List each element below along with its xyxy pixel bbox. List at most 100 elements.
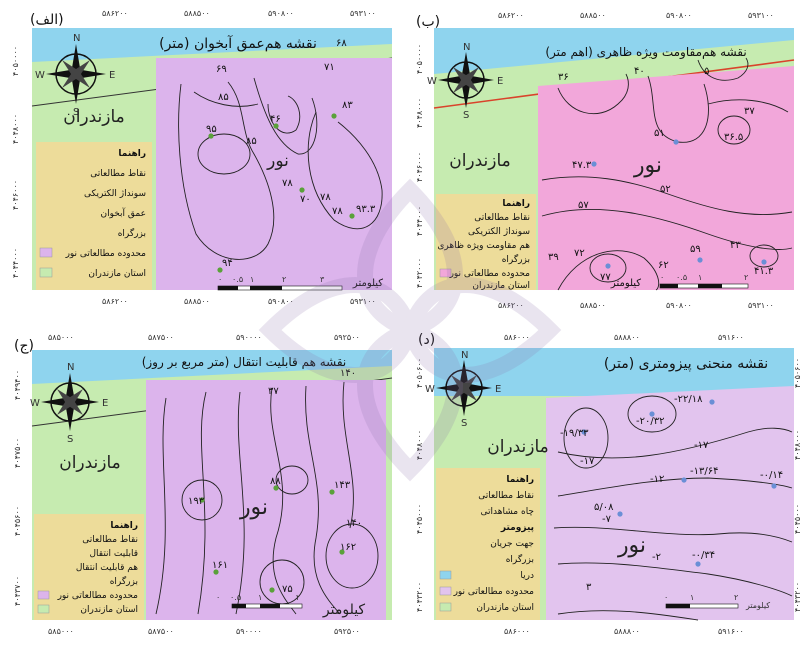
province-label: مازندران	[63, 107, 125, 127]
scale-tick: ۲	[744, 273, 748, 282]
contour-value: ۳۹	[548, 252, 559, 263]
legend-item: استان مازندران	[476, 603, 534, 613]
map-panel-d: N S W E راهنما نقاط مطالعاتی چاه مشاهدات…	[408, 328, 803, 643]
study-area-label: نور	[633, 153, 662, 178]
legend-item: بزرگراه	[110, 575, 138, 587]
coord-tick: ۵۸۶۲۰۰	[498, 11, 524, 20]
svg-text:E: E	[495, 384, 501, 395]
scale-tick: ۰	[216, 593, 220, 602]
coord-tick: ۴۰۵۰۶۰۰	[415, 358, 424, 388]
contour-value: ۱۹۳	[188, 496, 205, 507]
contour-value: ۵۲	[660, 184, 671, 195]
coord-tick: ۴۰۴۳۲۰۰	[415, 582, 424, 612]
scale-bar: ۰ ۰.۵ ۱ ۲ ۳ کیلومتر	[217, 275, 383, 291]
legend-item: جهت جریان	[490, 539, 534, 549]
coord-tick: ۵۸۷۵۰۰	[148, 627, 174, 636]
study-area	[146, 380, 386, 620]
legend-title: راهنما	[506, 475, 534, 485]
svg-text:E: E	[497, 76, 503, 87]
map-title: نقشه هم‌مقاومت ویژه ظاهری (اهم متر)	[545, 45, 746, 60]
sounding-point	[299, 187, 305, 193]
legend-item: نقاط مطالعاتی	[474, 213, 530, 223]
coord-tick: ۵۸۶۲۰۰	[102, 9, 128, 18]
coord-tick: ۴۰۵۰۰۰۰	[11, 46, 20, 76]
contour-value: ۴۶	[270, 114, 281, 125]
legend-box	[34, 514, 144, 620]
province-label: مازندران	[59, 453, 121, 473]
contour-value: ۳۶	[558, 72, 569, 83]
contour-value: -۰/۳۴	[692, 550, 715, 561]
coord-tick: ۴۰۴۸۰۰۰	[11, 114, 20, 144]
sounding-points	[591, 139, 767, 269]
coord-tick: ۴۰۴۸۰۰۰	[415, 430, 424, 460]
svg-text:S: S	[463, 110, 469, 121]
panel-label: (الف)	[30, 12, 64, 28]
transmissivity-points	[199, 485, 345, 593]
coord-tick: ۴۰۴۸۰۰۰	[415, 98, 424, 128]
contour-value: ۸۳	[342, 100, 353, 111]
observation-well	[617, 511, 623, 517]
scale-bar: ۰ ۰.۵ ۱ ۲ کیلومتر	[216, 593, 365, 618]
coord-tick: ۵۸۸۵۰۰	[184, 9, 210, 18]
sounding-point	[331, 113, 337, 119]
contour-value: ۶۲	[658, 260, 669, 271]
svg-text:W: W	[35, 70, 45, 81]
contour-value: ۷۷	[600, 272, 611, 283]
contour-value: -۲۲/۱۸	[674, 394, 703, 405]
study-area	[156, 58, 392, 290]
scale-tick: ۰	[660, 273, 664, 282]
observation-well	[681, 477, 687, 483]
sea-area	[32, 28, 392, 62]
legend-item: پیزومتر	[500, 523, 534, 533]
scale-tick: ۱	[250, 275, 254, 284]
north-arrow-icon: N S W E	[427, 42, 503, 121]
north-arrow-icon: N S W E	[35, 33, 115, 118]
coord-tick: ۵۸۸۵۰۰	[580, 11, 606, 20]
svg-text:E: E	[102, 398, 108, 409]
study-area-label: نور	[239, 495, 268, 520]
study-area-label: نور	[617, 533, 646, 558]
contour-value: ۹۳.۳	[356, 204, 376, 215]
legend-item: عمق آبخوان	[100, 207, 146, 219]
coord-tick: ۴۰۴۲۰۰۰	[415, 258, 424, 288]
panel-label: (ج)	[14, 338, 34, 354]
contour-value: -۱۹/۳۳	[560, 428, 589, 439]
map-title: نقشه هم‌عمق آبخوان (متر)	[159, 35, 317, 52]
coord-tick: ۴۰۴۳۲۰۰	[793, 582, 802, 612]
svg-text:S: S	[461, 418, 467, 429]
contour-value: ۳۶.۵	[724, 132, 743, 143]
sea-area	[434, 348, 794, 396]
legend-item: نقاط مطالعاتی	[478, 491, 534, 501]
scale-tick: ۱	[698, 273, 702, 282]
legend-title: راهنما	[110, 521, 138, 531]
contour-value: ۹۵	[206, 124, 217, 135]
north-arrow-icon: N S W E	[425, 350, 501, 429]
sounding-point	[208, 133, 214, 139]
legend-item: سونداژ الکتریکی	[468, 227, 530, 237]
legend-item: سونداژ الکتریکی	[84, 189, 146, 199]
contour-value: ۱۶۱	[212, 560, 228, 571]
coord-tick: ۵۹۱۶۰۰	[718, 627, 744, 636]
contour-value: ۹۴	[222, 258, 233, 269]
contour-value: ۵۷	[578, 200, 589, 211]
scale-tick: ۰.۵	[230, 593, 241, 602]
study-area-label: نور	[266, 151, 289, 171]
contour-value: ۴۳	[730, 240, 741, 251]
coord-tick: ۴۰۴۷۵۰۰	[13, 438, 22, 468]
coord-tick: ۵۹۳۱۰۰	[350, 9, 376, 18]
coord-tick: ۴۰۴۴۰۰۰	[415, 206, 424, 236]
coord-tick: ۵۸۵۰۰۰	[48, 627, 74, 636]
scale-unit: کیلومتر	[322, 602, 366, 618]
coord-tick: ۴۰۴۶۰۰۰	[11, 180, 20, 210]
data-point	[213, 569, 219, 575]
sea-area	[434, 28, 794, 74]
scale-unit: کیلومتر	[745, 601, 770, 610]
scale-tick: ۰.۵	[676, 273, 687, 282]
contour-value: ۱۴۳	[334, 480, 351, 491]
contour-value: ۷۱	[324, 62, 335, 73]
svg-text:N: N	[67, 362, 74, 373]
map-panel-a: N S W E راهنما نقاط مطالعاتی سونداژ الکت…	[6, 4, 401, 319]
sounding-point	[697, 257, 703, 263]
contour-value: ۱۴۰	[340, 368, 356, 379]
coord-tick: ۵۹۲۵۰۰	[334, 333, 360, 342]
